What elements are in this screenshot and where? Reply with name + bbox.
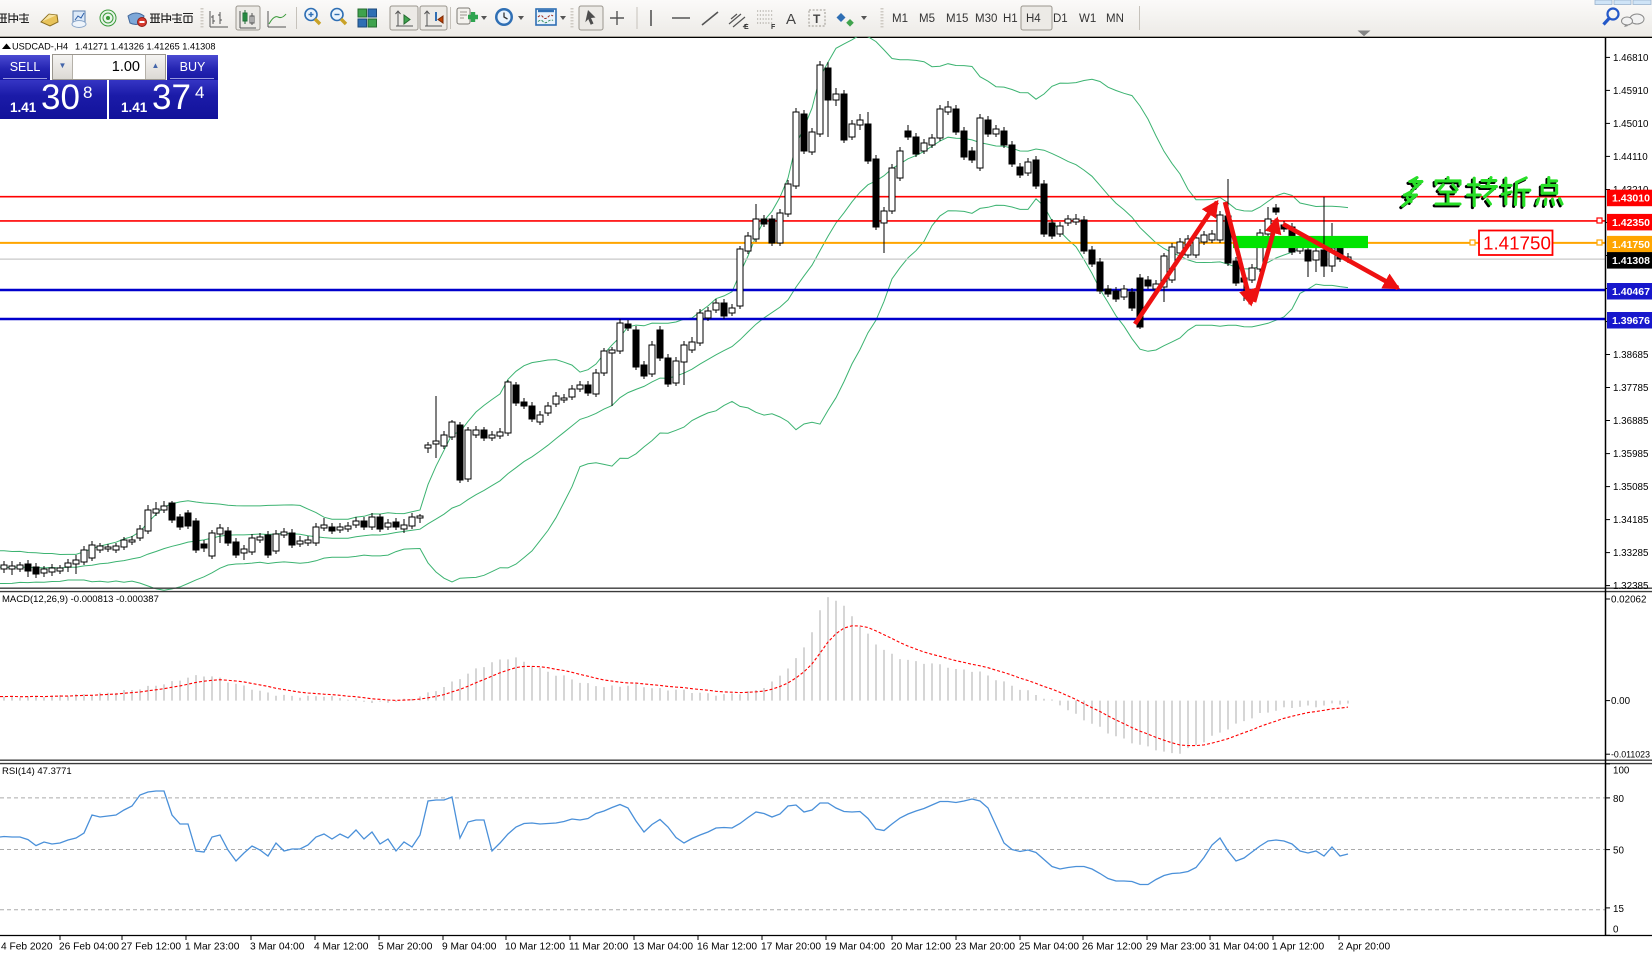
svg-text:1 Mar 23:00: 1 Mar 23:00 xyxy=(185,942,240,953)
svg-text:1.34185: 1.34185 xyxy=(1613,515,1649,526)
svg-text:1.41750: 1.41750 xyxy=(1612,239,1650,251)
svg-text:M15: M15 xyxy=(946,13,968,25)
svg-text:1.32385: 1.32385 xyxy=(1613,581,1649,592)
svg-text:1.37785: 1.37785 xyxy=(1613,383,1649,394)
svg-text:1.35085: 1.35085 xyxy=(1613,482,1649,493)
svg-text:26 Feb 04:00: 26 Feb 04:00 xyxy=(59,942,119,953)
svg-text:1.35985: 1.35985 xyxy=(1613,449,1649,460)
svg-text:H1: H1 xyxy=(1003,13,1018,25)
svg-text:80: 80 xyxy=(1613,794,1624,805)
svg-text:1.41271 1.41326 1.41265 1.4130: 1.41271 1.41326 1.41265 1.41308 xyxy=(75,42,216,52)
svg-text:1.40467: 1.40467 xyxy=(1612,286,1650,298)
svg-text:2 Apr 20:00: 2 Apr 20:00 xyxy=(1338,942,1390,953)
svg-text:25 Mar 04:00: 25 Mar 04:00 xyxy=(1019,942,1079,953)
svg-text:27 Feb 12:00: 27 Feb 12:00 xyxy=(121,942,181,953)
svg-text:T: T xyxy=(813,12,821,26)
svg-text:5 Mar 20:00: 5 Mar 20:00 xyxy=(378,942,433,953)
svg-text:17 Mar 20:00: 17 Mar 20:00 xyxy=(761,942,821,953)
svg-text:D1: D1 xyxy=(1053,13,1068,25)
svg-text:100: 100 xyxy=(1613,766,1630,777)
svg-text:29 Mar 23:00: 29 Mar 23:00 xyxy=(1146,942,1206,953)
svg-text:20 Mar 12:00: 20 Mar 12:00 xyxy=(891,942,951,953)
svg-text:31 Mar 04:00: 31 Mar 04:00 xyxy=(1209,942,1269,953)
svg-text:1.44110: 1.44110 xyxy=(1613,152,1648,163)
svg-text:1.33285: 1.33285 xyxy=(1613,548,1649,559)
svg-text:1.41750: 1.41750 xyxy=(1483,233,1551,254)
svg-text:E: E xyxy=(744,24,749,31)
svg-text:RSI(14) 47.3771: RSI(14) 47.3771 xyxy=(2,766,72,777)
svg-text:M1: M1 xyxy=(892,13,908,25)
svg-text:10 Mar 12:00: 10 Mar 12:00 xyxy=(505,942,565,953)
svg-text:1.43010: 1.43010 xyxy=(1612,193,1650,205)
svg-text:F: F xyxy=(771,24,776,31)
svg-text:MN: MN xyxy=(1106,13,1124,25)
svg-text:1 Apr 12:00: 1 Apr 12:00 xyxy=(1272,942,1324,953)
svg-text:H4: H4 xyxy=(1026,13,1041,25)
svg-text:19 Mar 04:00: 19 Mar 04:00 xyxy=(825,942,885,953)
svg-text:1.38685: 1.38685 xyxy=(1613,350,1649,361)
svg-text:4 Mar 12:00: 4 Mar 12:00 xyxy=(314,942,369,953)
svg-text:1.39676: 1.39676 xyxy=(1612,315,1650,327)
svg-text:15: 15 xyxy=(1613,904,1624,915)
svg-text:1.45010: 1.45010 xyxy=(1613,119,1649,130)
svg-text:1.46810: 1.46810 xyxy=(1613,53,1649,64)
svg-text:11 Mar 20:00: 11 Mar 20:00 xyxy=(569,942,629,953)
svg-text:0.00: 0.00 xyxy=(1611,696,1631,707)
svg-text:W1: W1 xyxy=(1079,13,1096,25)
svg-text:50: 50 xyxy=(1613,846,1624,857)
svg-text:3 Mar 04:00: 3 Mar 04:00 xyxy=(250,942,305,953)
svg-text:4 Feb 2020: 4 Feb 2020 xyxy=(1,942,53,953)
svg-text:0: 0 xyxy=(1613,925,1619,936)
svg-text:9 Mar 04:00: 9 Mar 04:00 xyxy=(442,942,497,953)
svg-text:23 Mar 20:00: 23 Mar 20:00 xyxy=(955,942,1015,953)
svg-text:USDCAD-,H4: USDCAD-,H4 xyxy=(12,42,68,52)
svg-text:-0.011023: -0.011023 xyxy=(1611,750,1650,760)
svg-text:1.41308: 1.41308 xyxy=(1612,255,1650,267)
svg-text:1.36885: 1.36885 xyxy=(1613,416,1649,427)
svg-text:M5: M5 xyxy=(919,13,935,25)
svg-text:1.42350: 1.42350 xyxy=(1612,217,1650,229)
svg-text:0.02062: 0.02062 xyxy=(1611,595,1646,606)
svg-text:16 Mar 12:00: 16 Mar 12:00 xyxy=(697,942,757,953)
svg-text:M30: M30 xyxy=(975,13,997,25)
svg-text:26 Mar 12:00: 26 Mar 12:00 xyxy=(1082,942,1142,953)
svg-text:1.45910: 1.45910 xyxy=(1613,86,1649,97)
svg-text:MACD(12,26,9) -0.000813 -0.000: MACD(12,26,9) -0.000813 -0.000387 xyxy=(2,594,159,605)
svg-text:A: A xyxy=(786,11,796,28)
svg-text:13 Mar 04:00: 13 Mar 04:00 xyxy=(633,942,693,953)
